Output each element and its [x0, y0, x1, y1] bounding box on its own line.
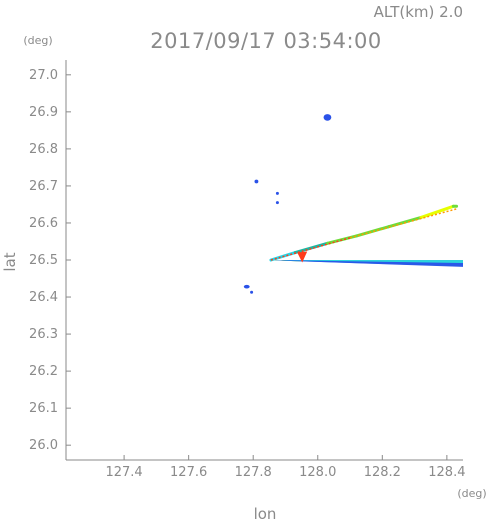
echo-blob — [250, 290, 254, 294]
y-tick-label: 26.0 — [29, 438, 58, 453]
x-tick-label: 128.0 — [299, 465, 336, 480]
echo-blob — [275, 191, 279, 195]
y-tick-label: 27.0 — [29, 68, 58, 83]
wedge-upper-edge — [419, 204, 455, 219]
wedge-upper-edge — [354, 225, 391, 238]
echo-blob — [254, 179, 259, 184]
x-tick-label: 128.2 — [364, 465, 401, 480]
x-unit-label: (deg) — [457, 487, 486, 500]
wedge-red-core — [297, 251, 308, 263]
y-unit-label: (deg) — [23, 34, 52, 47]
wedge-inner-diagonal — [270, 237, 351, 261]
x-tick-label: 127.4 — [105, 465, 142, 480]
y-tick-label: 26.4 — [29, 290, 58, 305]
chart-title: 2017/09/17 03:54:00 — [150, 29, 382, 53]
x-tick-label: 127.8 — [235, 465, 272, 480]
y-tick-label: 26.6 — [29, 216, 58, 231]
y-axis-label: lat — [1, 252, 19, 271]
y-tick-label: 26.8 — [29, 142, 58, 157]
x-tick-label: 127.6 — [170, 465, 207, 480]
echo-blob — [323, 114, 332, 121]
y-tick-label: 26.7 — [29, 179, 58, 194]
y-tick-label: 26.9 — [29, 105, 58, 120]
wedge-band — [270, 260, 463, 267]
axis-ticks: 127.4 127.6 127.8 128.0 128.2 128.4 27.0 26.9 26… — [29, 68, 465, 480]
y-tick-label: 26.2 — [29, 364, 58, 379]
y-tick-label: 26.3 — [29, 327, 58, 342]
y-tick-label: 26.5 — [29, 253, 58, 268]
echo-blob — [275, 201, 279, 205]
y-tick-label: 26.1 — [29, 401, 58, 416]
x-axis-label: lon — [254, 505, 277, 521]
echo-blob — [243, 284, 250, 289]
x-tick-label: 128.4 — [428, 465, 465, 480]
altitude-label: ALT(km) 2.0 — [374, 3, 463, 21]
echo-marks — [243, 114, 463, 294]
